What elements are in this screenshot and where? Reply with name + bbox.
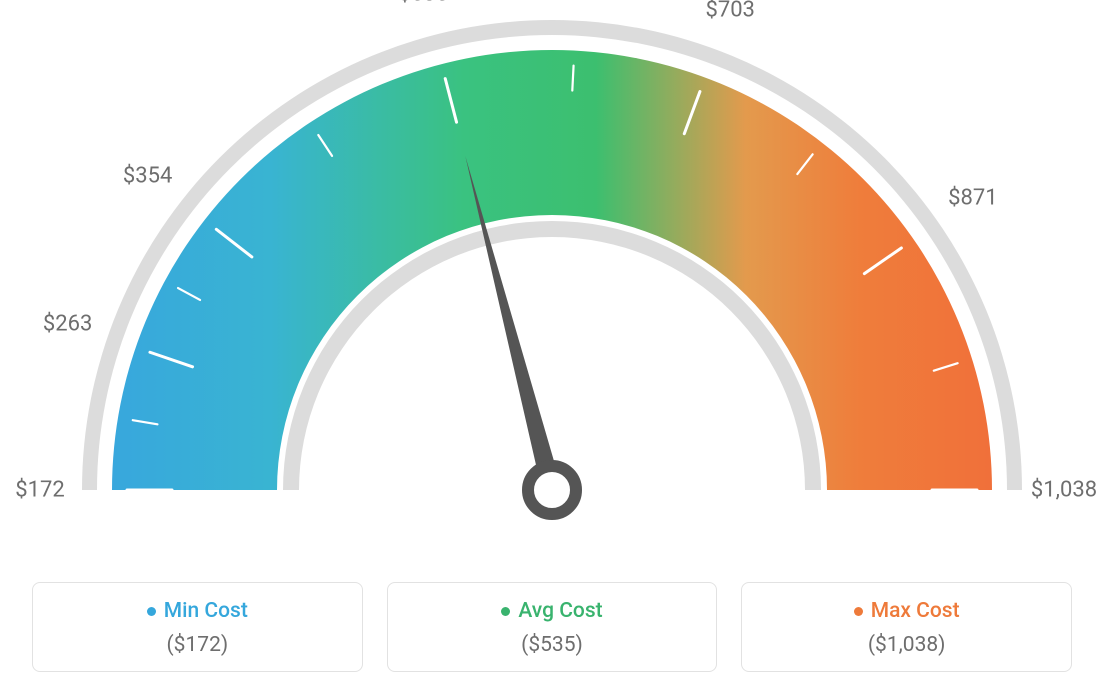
legend-card-avg: Avg Cost ($535) (387, 582, 718, 672)
legend-label-avg: Avg Cost (518, 599, 602, 623)
legend-dot-min (147, 607, 156, 616)
legend-label-min: Min Cost (164, 599, 248, 623)
gauge-tick-label: $871 (948, 186, 997, 211)
gauge-tick-label: $172 (15, 478, 64, 503)
legend-value-max: ($1,038) (752, 633, 1061, 657)
legend-card-min: Min Cost ($172) (32, 582, 363, 672)
legend-value-avg: ($535) (398, 633, 707, 657)
legend-value-min: ($172) (43, 633, 352, 657)
gauge-tick-label: $354 (123, 163, 172, 188)
cost-gauge-chart: $172 $263 $354 $535 $703 $871 $1,038 Min Cost … (0, 0, 1104, 690)
gauge-needle-hub (528, 466, 576, 514)
legend-row: Min Cost ($172) Avg Cost ($535) Max Cost… (0, 582, 1104, 672)
legend-title-min: Min Cost (147, 599, 248, 623)
gauge-tick-minor (572, 66, 573, 91)
legend-dot-max (854, 607, 863, 616)
legend-dot-avg (501, 607, 510, 616)
legend-title-max: Max Cost (854, 599, 960, 623)
legend-label-max: Max Cost (871, 599, 960, 623)
legend-card-max: Max Cost ($1,038) (741, 582, 1072, 672)
gauge-tick-label: $263 (43, 312, 92, 337)
gauge-svg (0, 0, 1104, 560)
legend-title-avg: Avg Cost (501, 599, 602, 623)
gauge-tick-label: $535 (399, 0, 448, 7)
gauge-tick-label: $703 (705, 0, 754, 23)
gauge-area: $172 $263 $354 $535 $703 $871 $1,038 (0, 0, 1104, 560)
gauge-tick-label: $1,038 (1031, 478, 1097, 503)
gauge-color-arc (112, 50, 992, 490)
